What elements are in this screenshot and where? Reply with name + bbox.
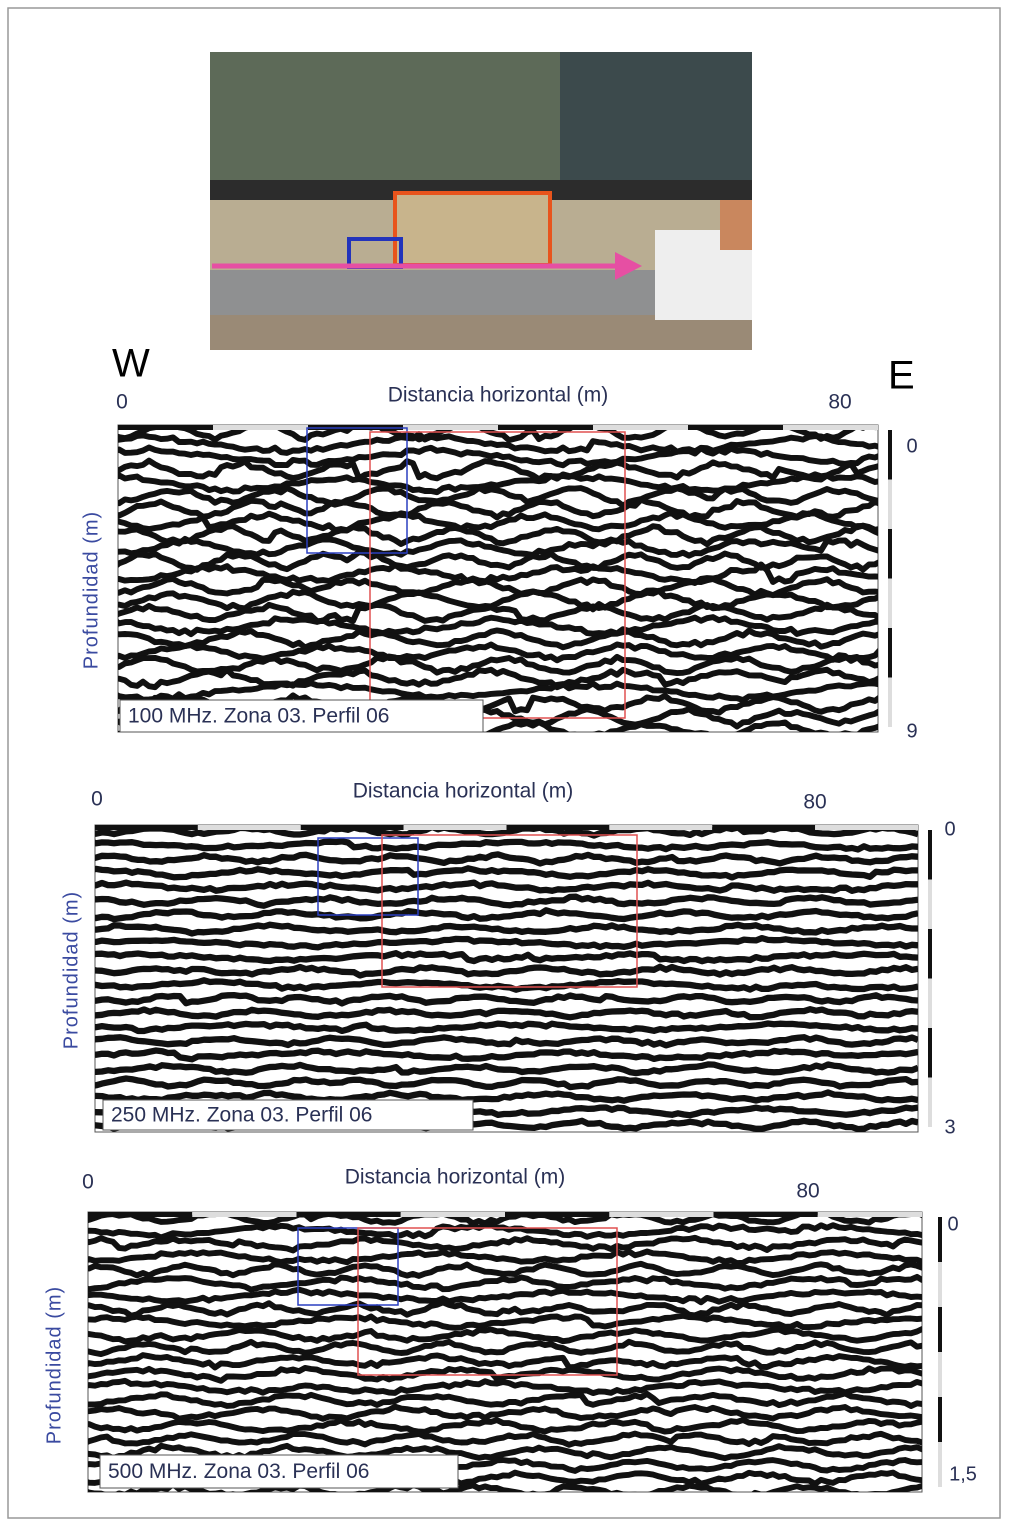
depth-scale-segment <box>938 1397 942 1442</box>
scale-segment <box>593 425 688 430</box>
depth-scale-segment <box>888 430 892 480</box>
scale-segment <box>301 825 404 830</box>
x-tick-label: 0 <box>91 788 103 811</box>
x-axis-label: Distancia horizontal (m) <box>345 1166 566 1189</box>
scale-segment <box>815 825 918 830</box>
depth-scale-segment <box>938 1352 942 1397</box>
scale-segment <box>712 825 815 830</box>
depth-scale-segment <box>928 979 932 1029</box>
depth-scale-segment <box>888 529 892 579</box>
depth-scale-segment <box>888 678 892 728</box>
scale-segment <box>783 425 878 430</box>
scale-segment <box>505 1212 609 1217</box>
scale-segment <box>609 825 712 830</box>
scale-segment <box>714 1212 818 1217</box>
y-axis-label: Profundidad (m) <box>43 1286 65 1444</box>
depth-scale-segment <box>928 929 932 979</box>
scale-segment <box>507 825 610 830</box>
scale-segment <box>401 1212 505 1217</box>
depth-scale-segment <box>938 1217 942 1262</box>
scale-segment <box>688 425 783 430</box>
depth-tick-label: 0 <box>906 435 917 457</box>
roof <box>720 200 752 250</box>
x-axis-label: Distancia horizontal (m) <box>388 384 609 407</box>
y-axis-label: Profundidad (m) <box>80 511 102 669</box>
x-tick-label: 80 <box>828 391 851 414</box>
caption: 250 MHz. Zona 03. Perfil 06 <box>111 1104 372 1127</box>
depth-scale-segment <box>928 880 932 930</box>
scale-segment <box>213 425 308 430</box>
caption: 100 MHz. Zona 03. Perfil 06 <box>128 705 389 728</box>
scale-segment <box>198 825 301 830</box>
depth-tick-label: 0 <box>947 1213 958 1235</box>
depth-scale-segment <box>938 1442 942 1487</box>
scale-segment <box>95 825 198 830</box>
water <box>560 52 752 182</box>
scale-segment <box>297 1212 401 1217</box>
depth-scale-segment <box>928 830 932 880</box>
houses <box>210 315 752 350</box>
x-axis-label: Distancia horizontal (m) <box>353 780 574 803</box>
scale-segment <box>118 425 213 430</box>
figure: W E 100 MHz. Zona 03. Perfil 06 Distancia… <box>0 0 1009 1527</box>
west-label: W <box>112 342 150 386</box>
x-tick-label: 80 <box>796 1180 819 1203</box>
scale-segment <box>818 1212 922 1217</box>
depth-tick-label: 1,5 <box>949 1463 977 1485</box>
red-zone <box>395 193 550 265</box>
depth-scale-segment <box>938 1307 942 1352</box>
depth-tick-label: 0 <box>944 818 955 840</box>
depth-scale-segment <box>888 628 892 678</box>
scale-segment <box>192 1212 296 1217</box>
x-tick-label: 80 <box>803 791 826 814</box>
east-label: E <box>888 354 915 398</box>
depth-scale-segment <box>938 1262 942 1307</box>
scale-segment <box>404 825 507 830</box>
caption: 500 MHz. Zona 03. Perfil 06 <box>108 1460 369 1483</box>
aerial-photo <box>210 52 752 350</box>
depth-tick-label: 9 <box>906 720 917 742</box>
depth-scale-segment <box>888 579 892 629</box>
x-tick-label: 0 <box>116 391 128 414</box>
scale-segment <box>88 1212 192 1217</box>
depth-tick-label: 3 <box>944 1116 955 1138</box>
depth-scale-segment <box>888 480 892 530</box>
x-tick-label: 0 <box>82 1171 94 1194</box>
page: W E 100 MHz. Zona 03. Perfil 06 Distancia… <box>0 0 1009 1527</box>
scale-segment <box>403 425 498 430</box>
depth-scale-segment <box>928 1078 932 1128</box>
scale-segment <box>498 425 593 430</box>
depth-scale-segment <box>928 1028 932 1078</box>
scale-segment <box>609 1212 713 1217</box>
y-axis-label: Profundidad (m) <box>60 891 82 1049</box>
